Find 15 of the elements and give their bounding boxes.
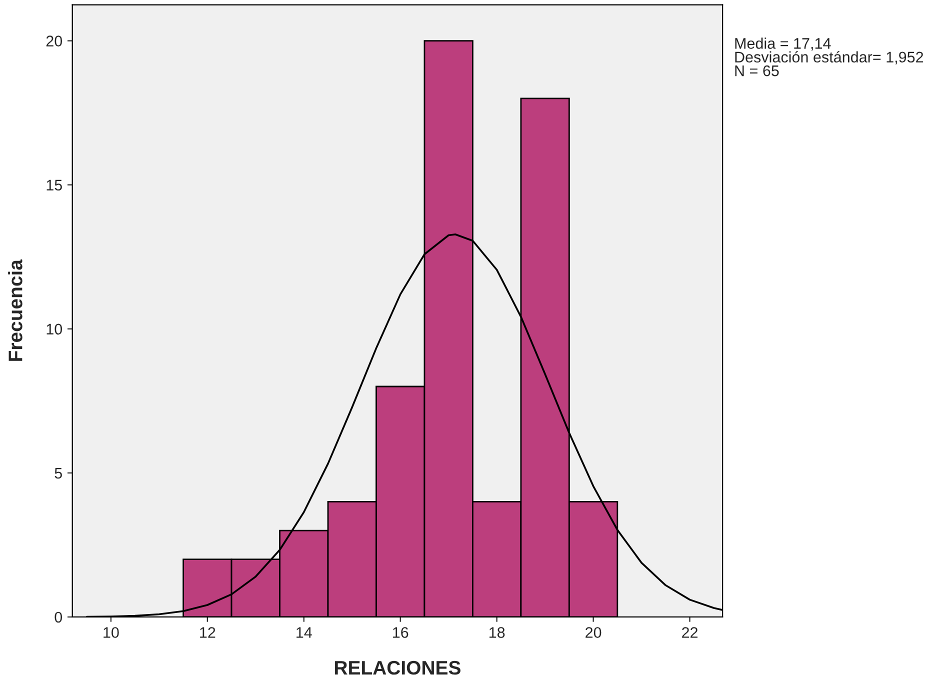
text: Media = 17,14 Desviación estándar= 1,952 N = 65 <box>735 38 924 76</box>
x-tick-label: 12 <box>200 627 216 638</box>
x-tick-label: 14 <box>296 627 312 638</box>
x-tick-label: 20 <box>586 627 602 638</box>
x-tick-label: 16 <box>393 627 408 638</box>
y-tick-label: 5 <box>54 468 62 479</box>
y-tick-label: 0 <box>54 612 62 623</box>
x-axis-title: RELACIONES <box>335 660 460 675</box>
y-axis-title: Frecuencia <box>8 259 22 361</box>
y-tick-label: 15 <box>46 180 62 191</box>
x-tick-label: 22 <box>682 627 698 638</box>
x-tick-label: 18 <box>489 627 505 638</box>
x-tick-label: 10 <box>104 627 119 638</box>
y-tick-label: 10 <box>46 324 62 335</box>
y-tick-label: 20 <box>46 36 62 46</box>
